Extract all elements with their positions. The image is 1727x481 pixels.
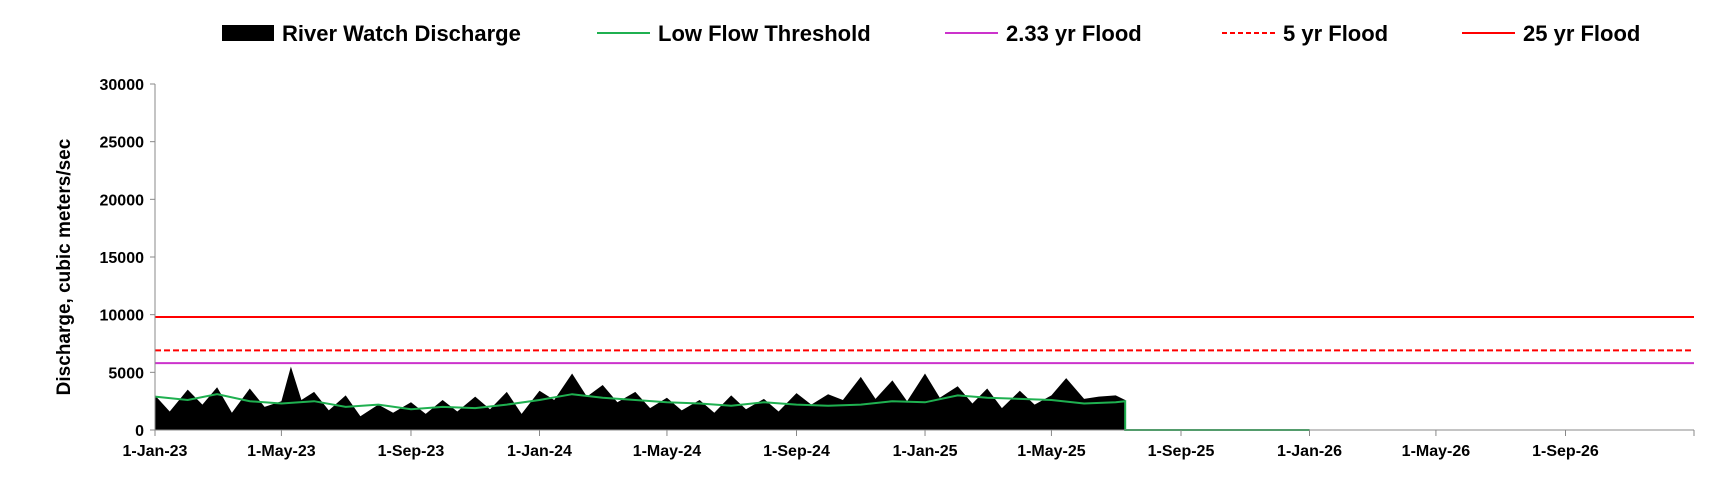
y-axis-title: Discharge, cubic meters/sec bbox=[54, 138, 75, 395]
x-tick-label: 1-May-26 bbox=[1402, 443, 1471, 460]
legend-label-low-flow: Low Flow Threshold bbox=[658, 21, 871, 46]
y-tick-label: 20000 bbox=[100, 192, 145, 209]
legend-label-5-yr-flood: 5 yr Flood bbox=[1283, 21, 1388, 46]
x-tick-label: 1-Jan-23 bbox=[123, 443, 188, 460]
x-tick-label: 1-May-23 bbox=[247, 443, 316, 460]
x-tick-label: 1-Jan-25 bbox=[893, 443, 958, 460]
legend-item-discharge: River Watch Discharge bbox=[222, 21, 521, 46]
legend-label-discharge: River Watch Discharge bbox=[282, 21, 521, 46]
legend-item-2-33-yr-flood: 2.33 yr Flood bbox=[945, 21, 1142, 46]
legend-label-2-33-yr-flood: 2.33 yr Flood bbox=[1006, 21, 1142, 46]
x-tick-label: 1-Jan-26 bbox=[1277, 443, 1342, 460]
legend-item-low-flow: Low Flow Threshold bbox=[597, 21, 871, 46]
legend-swatch-discharge bbox=[222, 25, 274, 41]
legend-item-5-yr-flood: 5 yr Flood bbox=[1222, 21, 1388, 46]
plot-area: 0 5000 10000 15000 20000 25000 30000 1-Jan-23 1-… bbox=[100, 77, 1695, 460]
x-tick-label: 1-May-24 bbox=[633, 443, 702, 460]
y-tick-label: 5000 bbox=[108, 365, 144, 382]
y-tick-label: 0 bbox=[135, 423, 144, 440]
legend-item-25-yr-flood: 25 yr Flood bbox=[1462, 21, 1640, 46]
y-tick-label: 15000 bbox=[100, 250, 145, 267]
series-river-watch-discharge bbox=[155, 366, 1126, 430]
x-tick-label: 1-Sep-23 bbox=[378, 443, 445, 460]
x-tick-label: 1-May-25 bbox=[1017, 443, 1086, 460]
legend-label-25-yr-flood: 25 yr Flood bbox=[1523, 21, 1640, 46]
x-tick-label: 1-Sep-26 bbox=[1532, 443, 1599, 460]
legend: River Watch Discharge Low Flow Threshold… bbox=[222, 21, 1640, 46]
y-tick-label: 30000 bbox=[100, 77, 145, 94]
x-tick-label: 1-Sep-25 bbox=[1148, 443, 1215, 460]
x-tick-label: 1-Sep-24 bbox=[763, 443, 830, 460]
y-tick-label: 10000 bbox=[100, 308, 145, 325]
x-tick-label: 1-Jan-24 bbox=[507, 443, 572, 460]
y-tick-label: 25000 bbox=[100, 135, 145, 152]
series-low-flow-threshold bbox=[154, 393, 1310, 431]
